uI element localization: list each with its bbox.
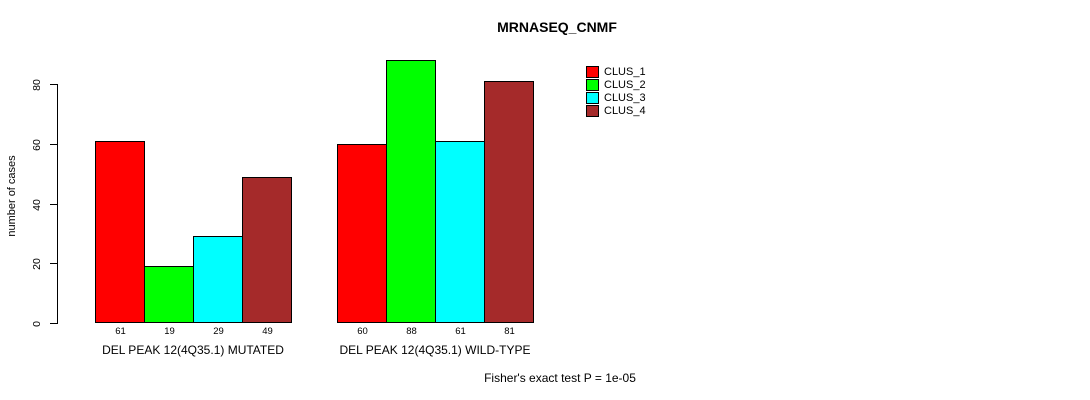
bar-value-label: 81 [504, 326, 515, 337]
legend-swatch-clus_3 [586, 92, 599, 104]
bar-clus_4-group1 [242, 177, 292, 323]
y-tick-mark [50, 204, 57, 205]
y-tick-mark [50, 144, 57, 145]
y-axis-line [57, 84, 58, 324]
bar-clus_3-group2 [435, 141, 485, 323]
x-category-label: DEL PEAK 12(4Q35.1) WILD-TYPE [339, 343, 531, 357]
bar-value-label: 61 [455, 326, 466, 337]
bar-value-label: 29 [213, 326, 224, 337]
bar-value-label: 49 [262, 326, 273, 337]
legend-label-clus_2: CLUS_2 [604, 79, 646, 91]
y-axis-label: number of cases [6, 155, 18, 237]
y-tick-label: 80 [31, 78, 43, 91]
legend-label-clus_1: CLUS_1 [604, 66, 646, 78]
bar-value-label: 60 [357, 326, 368, 337]
y-tick-mark [50, 84, 57, 85]
y-tick-label: 20 [31, 257, 43, 270]
y-tick-label: 40 [31, 198, 43, 211]
bar-clus_1-group1 [95, 141, 145, 323]
bar-clus_2-group1 [144, 266, 194, 323]
bar-clus_4-group2 [484, 81, 534, 323]
y-tick-label: 60 [31, 138, 43, 151]
bar-value-label: 19 [164, 326, 175, 337]
y-tick-mark [50, 263, 57, 264]
bar-clus_1-group2 [337, 144, 387, 323]
legend-label-clus_3: CLUS_3 [604, 92, 646, 104]
chart-title: MRNASEQ_CNMF [497, 19, 617, 35]
y-tick-mark [50, 323, 57, 324]
legend-swatch-clus_2 [586, 79, 599, 91]
bar-value-label: 61 [115, 326, 126, 337]
bar-clus_3-group1 [193, 236, 243, 323]
fisher-test-annotation: Fisher's exact test P = 1e-05 [484, 371, 636, 385]
bar-clus_2-group2 [386, 60, 436, 323]
x-category-label: DEL PEAK 12(4Q35.1) MUTATED [102, 343, 284, 357]
legend-swatch-clus_4 [586, 105, 599, 117]
legend-label-clus_4: CLUS_4 [604, 105, 646, 117]
legend-swatch-clus_1 [586, 66, 599, 78]
bar-value-label: 88 [406, 326, 417, 337]
y-tick-label: 0 [31, 320, 43, 327]
